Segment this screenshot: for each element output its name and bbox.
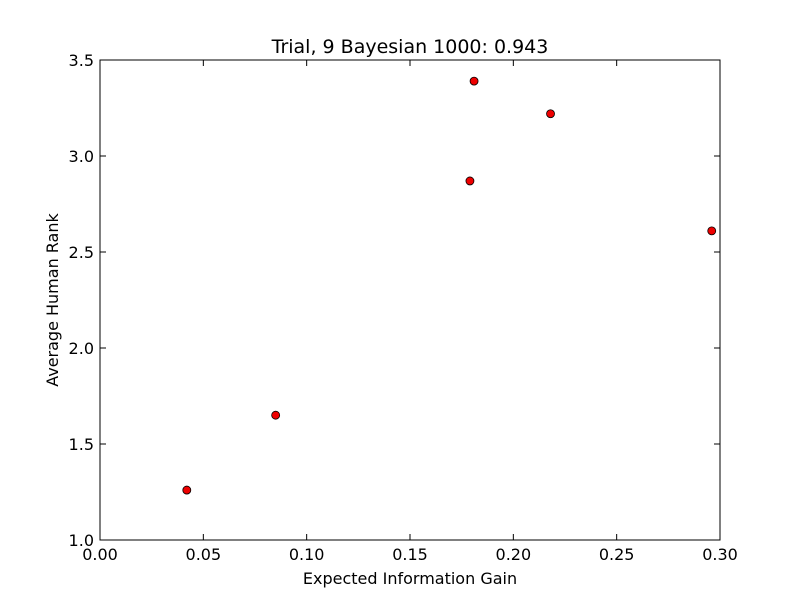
- y-axis-label: Average Human Rank: [43, 212, 62, 386]
- x-tick-label: 0.05: [186, 545, 222, 564]
- y-tick-label: 3.5: [69, 51, 94, 70]
- x-axis: 0.00 0.05 0.10 0.15 0.20 0.25 0.30: [82, 60, 738, 564]
- y-axis: 1.0 1.5 2.0 2.5 3.0 3.5: [69, 51, 720, 550]
- plot-area: [99, 59, 721, 541]
- x-tick-label: 0.20: [496, 545, 532, 564]
- x-tick-label: 0.00: [82, 545, 118, 564]
- data-point: [465, 176, 475, 186]
- y-tick-label: 2.0: [69, 339, 94, 358]
- chart-title: Trial, 9 Bayesian 1000: 0.943: [271, 36, 549, 58]
- y-tick-label: 3.0: [69, 147, 94, 166]
- data-point: [271, 410, 281, 420]
- data-points: [182, 76, 717, 495]
- y-tick-label: 1.0: [69, 531, 94, 550]
- data-point: [707, 226, 717, 236]
- plot-frame: [99, 59, 721, 541]
- data-point: [546, 109, 555, 119]
- y-tick-label: 1.5: [69, 435, 94, 454]
- data-point: [469, 76, 479, 86]
- data-point: [182, 485, 192, 495]
- x-tick-label: 0.30: [702, 545, 738, 564]
- x-tick-label: 0.15: [392, 545, 428, 564]
- x-tick-label: 0.25: [599, 545, 635, 564]
- y-tick-label: 2.5: [69, 243, 94, 262]
- x-axis-label: Expected Information Gain: [303, 569, 517, 588]
- x-tick-label: 0.10: [289, 545, 325, 564]
